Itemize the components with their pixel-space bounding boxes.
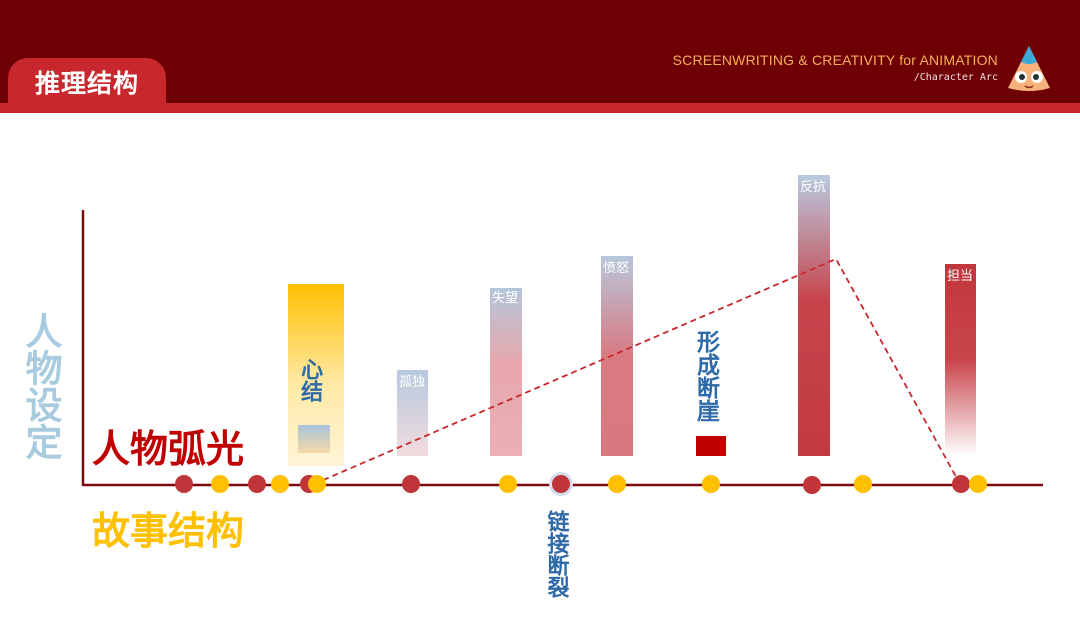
red-dot (803, 476, 821, 494)
course-title: SCREENWRITING & CREATIVITY for ANIMATION (672, 52, 998, 68)
red-dot (952, 475, 970, 493)
cliff-marker (696, 436, 726, 456)
yellow-dot (308, 475, 326, 493)
header-stripe (0, 103, 1080, 113)
yellow-dot (702, 475, 720, 493)
cliff-label: 形成断崖 (692, 330, 719, 422)
yellow-dot (211, 475, 229, 493)
bar-shiwang (490, 288, 522, 456)
bar-dandang (945, 264, 976, 456)
mascot-icon (1008, 46, 1050, 91)
bar-label-gudu: 孤独 (399, 375, 425, 390)
title-tab: 推理结构 (8, 58, 166, 105)
yellow-dot (271, 475, 289, 493)
yellow-dot (969, 475, 987, 493)
red-dot (402, 475, 420, 493)
broken-link-label: 链接断裂 (543, 510, 569, 598)
red-dot (552, 475, 570, 493)
course-subtitle: /Character Arc (913, 72, 998, 83)
red-dot (175, 475, 193, 493)
bar-label-shiwang: 失望 (492, 290, 518, 306)
bar-gudu (397, 370, 428, 456)
header-bar (0, 0, 1080, 103)
red-dot (248, 475, 266, 493)
bar-label-dandang: 担当 (947, 269, 973, 284)
knot-small-block (298, 425, 330, 453)
bar-label-fankang: 反抗 (800, 180, 826, 195)
bar-fennu (601, 256, 633, 456)
y-axis-label: 人物设定 (19, 312, 62, 460)
bar-label-fennu: 愤怒 (603, 261, 629, 276)
bar-fankang (798, 175, 830, 456)
story-structure-label: 故事结构 (92, 509, 245, 553)
yellow-dot (854, 475, 872, 493)
page-title: 推理结构 (34, 69, 139, 98)
yellow-dot (499, 475, 517, 493)
knot-label: 心结 (297, 358, 323, 402)
yellow-dot (608, 475, 626, 493)
character-arc-label: 人物弧光 (92, 427, 245, 471)
